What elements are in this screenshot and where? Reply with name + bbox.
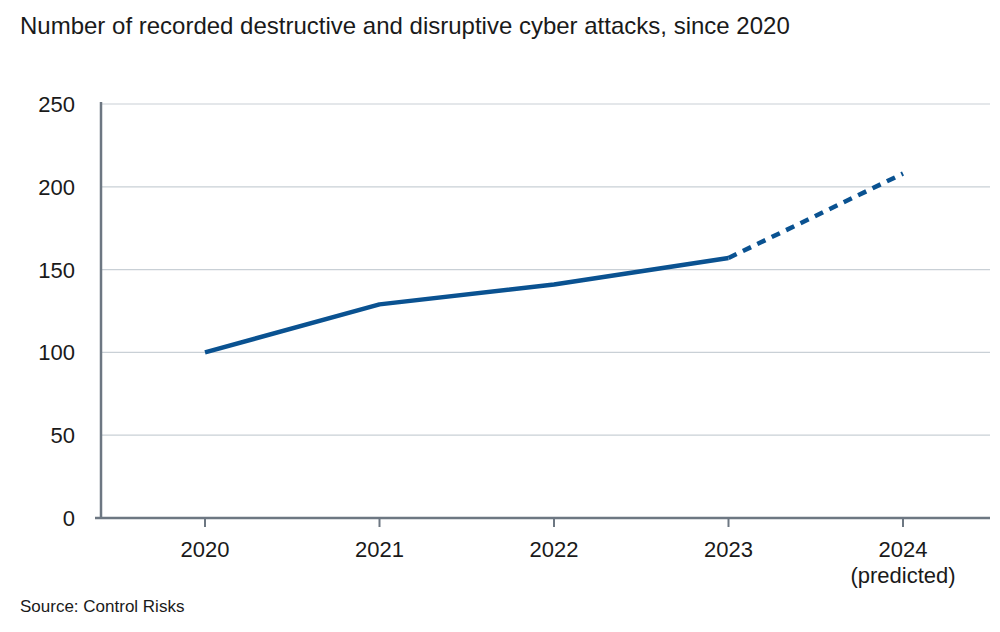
y-tick-label: 150	[38, 258, 75, 283]
x-tick-label: 2022	[530, 537, 579, 562]
grid-line	[101, 269, 990, 270]
chart: Number of recorded destructive and disru…	[0, 0, 1000, 632]
grid-line	[101, 352, 990, 353]
x-tick-label: 2021	[355, 537, 404, 562]
y-tick-label: 250	[38, 92, 75, 117]
y-tick-label: 100	[38, 340, 75, 365]
grid-line	[101, 103, 990, 104]
x-tick	[728, 518, 730, 527]
x-tick	[204, 518, 206, 527]
x-tick	[902, 518, 904, 527]
x-tick-label: 2020	[181, 537, 230, 562]
line-series	[729, 174, 904, 258]
grid	[101, 104, 990, 435]
source: Source: Control Risks	[20, 597, 184, 616]
title: Number of recorded destructive and disru…	[20, 12, 790, 39]
grid-line	[101, 186, 990, 187]
x-tick	[553, 518, 555, 527]
series-group	[205, 174, 903, 353]
x-tick	[379, 518, 381, 527]
x-axis	[95, 517, 990, 520]
line-series	[205, 258, 729, 352]
y-axis	[100, 102, 103, 518]
grid-line	[101, 435, 990, 436]
y-tick-label: 200	[38, 175, 75, 200]
x-tick-label: 2023	[704, 537, 753, 562]
x-tick-label: 2024(predicted)	[850, 537, 955, 588]
y-tick-label: 50	[51, 423, 75, 448]
y-tick-label: 0	[63, 506, 75, 531]
